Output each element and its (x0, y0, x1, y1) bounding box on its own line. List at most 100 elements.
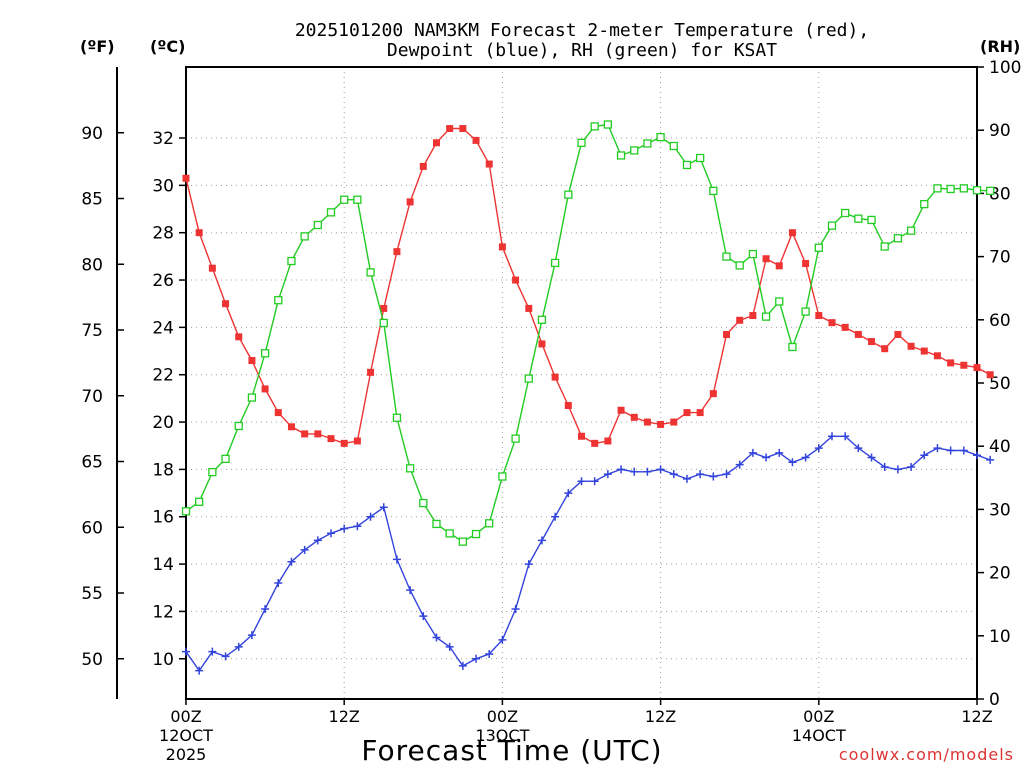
rh-point (432, 519, 441, 529)
temperature-point (380, 304, 388, 312)
temperature-point (498, 243, 506, 251)
rh-point (630, 146, 639, 155)
temperature-point (591, 439, 599, 447)
x-tick-date-label: 14OCT (792, 726, 846, 745)
temperature-point (868, 338, 876, 346)
rh-point (814, 243, 823, 252)
temperature-point (551, 373, 559, 381)
temperature-point (287, 423, 295, 431)
temperature-point (643, 418, 651, 426)
temperature-series-line (185, 127, 991, 445)
temperature-point (340, 439, 348, 447)
dewpoint-point (182, 647, 190, 656)
rh-point (208, 467, 217, 477)
fahrenheit-unit-label: (ºF) (80, 37, 115, 56)
dewpoint-point (643, 467, 652, 476)
fahrenheit-tick-label: 65 (81, 453, 103, 473)
celsius-unit-label: (ºC) (150, 37, 185, 56)
celsius-tick-label: 24 (152, 318, 174, 338)
rh-point (511, 434, 520, 443)
dewpoint-point (775, 448, 784, 457)
rh-point (748, 249, 758, 259)
dewpoint-point (709, 472, 718, 481)
celsius-tick-label: 10 (152, 650, 174, 670)
dewpoint-point (656, 465, 665, 474)
dewpoint-point (814, 444, 823, 453)
fahrenheit-tick-label: 70 (81, 387, 103, 407)
dewpoint-point (472, 654, 481, 663)
dewpoint-point (458, 661, 467, 670)
temperature-point (973, 364, 981, 372)
dewpoint-point (933, 444, 942, 453)
rh-point (458, 537, 468, 546)
temperature-point (736, 316, 744, 324)
temperature-point (432, 139, 440, 147)
x-tick-year-label: 2025 (166, 745, 207, 764)
temperature-point (828, 319, 836, 327)
temperature-point (512, 276, 520, 284)
rh-point (616, 151, 626, 160)
dewpoint-point (946, 446, 955, 455)
temperature-point (538, 340, 546, 348)
rh-point (709, 186, 718, 196)
rh-point (880, 242, 889, 251)
rh-point (735, 261, 744, 270)
rh-point (775, 297, 784, 306)
temperature-point (788, 229, 796, 237)
rh-point (893, 234, 903, 243)
celsius-tick-label: 22 (152, 366, 174, 386)
rh-tick-label: 10 (989, 627, 1011, 647)
x-tick-label: 12Z (961, 707, 992, 726)
rh-point (366, 268, 375, 277)
dewpoint-point (590, 477, 599, 486)
temperature-point (314, 430, 322, 438)
dewpoint-point (261, 605, 270, 614)
dewpoint-point (313, 536, 322, 545)
dewpoint-point (551, 512, 560, 521)
temperature-point (630, 413, 638, 421)
temperature-point (208, 264, 216, 272)
dewpoint-point (959, 446, 968, 455)
temperature-point (657, 420, 665, 428)
dewpoint-point (537, 536, 546, 545)
rh-point (340, 195, 349, 204)
rh-point (274, 296, 283, 305)
rh-point (221, 454, 230, 463)
temperature-point (670, 418, 678, 426)
temperature-point (947, 359, 955, 367)
temperature-point (854, 330, 862, 338)
rh-point (682, 160, 692, 170)
temperature-point (182, 174, 190, 182)
temperature-point (235, 333, 243, 341)
dewpoint-point (366, 512, 375, 521)
rh-point (946, 184, 955, 194)
rh-tick-label: 30 (989, 500, 1011, 520)
temperature-point (459, 125, 467, 133)
rh-point (300, 232, 309, 241)
rh-point (326, 208, 336, 217)
dewpoint-point (603, 470, 612, 479)
rh-tick-label: 100 (989, 58, 1021, 78)
temperature-point (604, 437, 612, 445)
rh-point (537, 315, 547, 324)
temperature-point (406, 198, 414, 206)
grid-layer (186, 67, 977, 699)
dewpoint-point (722, 470, 731, 479)
rh-point (287, 256, 296, 266)
celsius-tick-label: 32 (152, 129, 174, 149)
temperature-point (353, 437, 361, 445)
series-layer (181, 120, 995, 675)
dewpoint-point (208, 647, 217, 656)
x-tick-label: 00Z (487, 707, 518, 726)
celsius-tick-label: 28 (152, 224, 174, 244)
rh-point (801, 307, 810, 316)
rh-point (471, 529, 481, 539)
temperature-point (802, 259, 810, 267)
x-tick-date-label: 13OCT (475, 726, 529, 745)
dewpoint-point (445, 642, 454, 651)
temperature-point (907, 342, 915, 350)
dewpoint-point (498, 635, 507, 644)
dewpoint-point (880, 463, 889, 472)
temperature-point (881, 345, 889, 353)
rh-point (524, 374, 533, 383)
